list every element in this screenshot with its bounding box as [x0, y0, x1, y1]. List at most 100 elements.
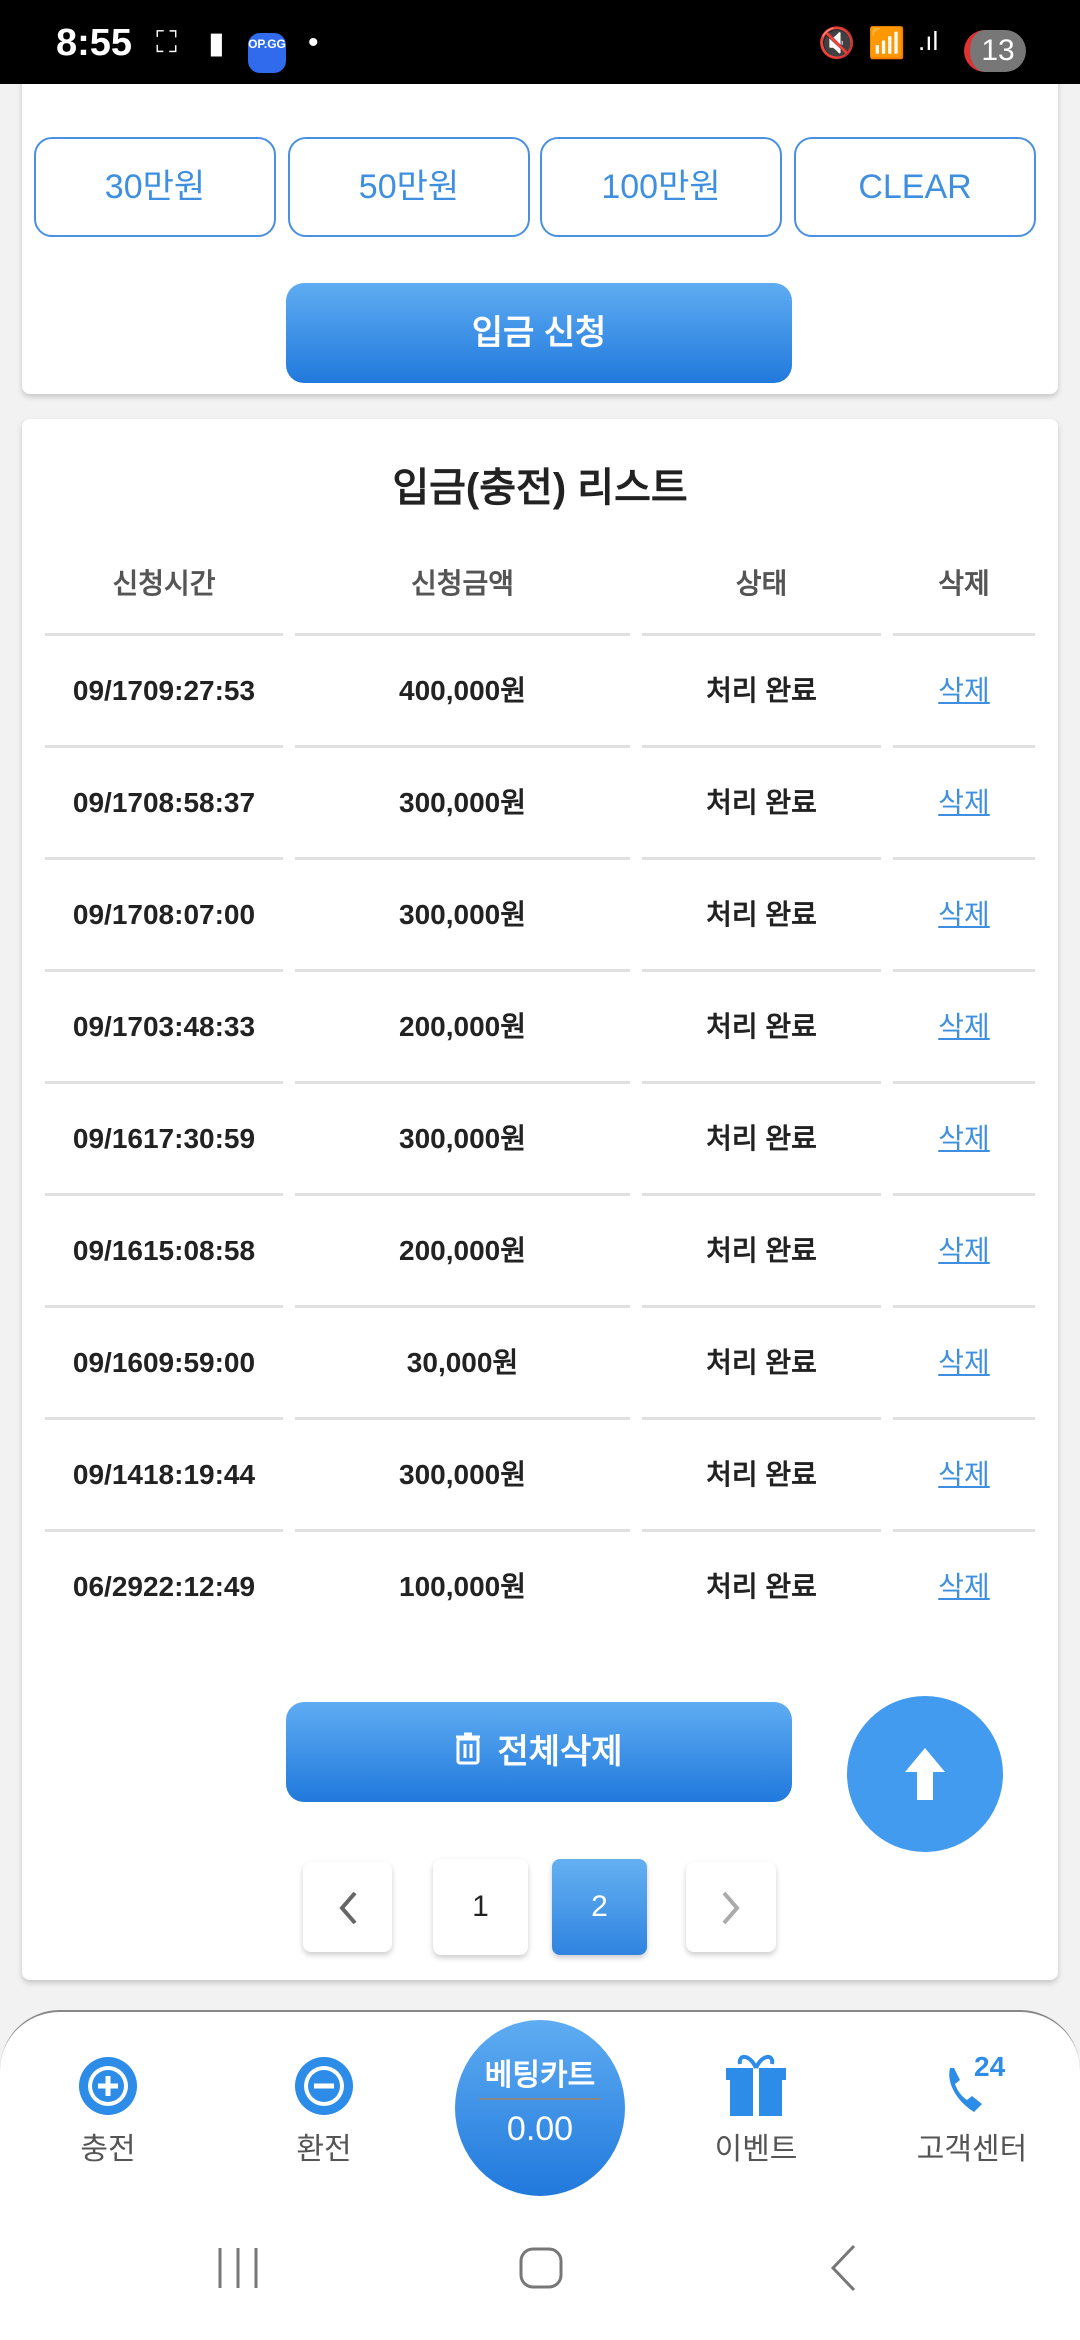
- row-delete-link[interactable]: 삭제: [938, 1347, 990, 1378]
- clock: 8:55: [56, 22, 133, 64]
- row-amount: 300,000원: [399, 899, 526, 930]
- delete-all-button[interactable]: 전체삭제: [286, 1702, 792, 1802]
- cell-amount: 400,000원: [295, 633, 630, 745]
- cell-delete: 삭제: [893, 969, 1035, 1081]
- betting-cart-value: 0.00: [506, 2110, 574, 2148]
- scroll-to-top-button[interactable]: [847, 1696, 1003, 1852]
- row-time: 03:48:33: [142, 1011, 256, 1042]
- cell-amount: 100,000원: [295, 1529, 630, 1641]
- cell-delete: 삭제: [893, 1305, 1035, 1417]
- cell-time: 09/17 03:48:33: [45, 969, 283, 1081]
- amount-button-100[interactable]: 100만원: [540, 137, 782, 237]
- status-bar: 8:55 ⛶ ▮ OP.GG • 🔇 📶 .ıl 13: [0, 0, 1080, 84]
- cell-status: 처리 완료: [642, 633, 881, 745]
- row-status: 처리 완료: [706, 1235, 817, 1266]
- row-status: 처리 완료: [706, 787, 817, 818]
- row-date: 09/17: [72, 899, 143, 930]
- cell-time: 06/29 22:12:49: [45, 1529, 283, 1641]
- row-date: 09/16: [72, 1123, 143, 1154]
- list-title: 입금(충전) 리스트: [392, 466, 688, 510]
- cell-time: 09/17 09:27:53: [45, 633, 283, 745]
- row-date: 09/17: [72, 675, 143, 706]
- betting-cart-button[interactable]: 베팅카트 0.00: [455, 2020, 625, 2196]
- row-time: 15:08:58: [142, 1235, 256, 1266]
- row-time: 17:30:59: [142, 1123, 256, 1154]
- betting-cart-label: 베팅카트: [484, 2059, 596, 2092]
- amount-button-30[interactable]: 30만원: [34, 137, 276, 237]
- cell-amount: 200,000원: [295, 969, 630, 1081]
- dot-icon: •: [308, 26, 319, 59]
- row-date: 06/29: [72, 1571, 143, 1602]
- row-delete-link[interactable]: 삭제: [938, 899, 990, 930]
- opgg-icon: OP.GG: [248, 33, 286, 73]
- cell-status: 처리 완료: [642, 857, 881, 969]
- prev-page-button[interactable]: [303, 1862, 392, 1952]
- row-time: 18:19:44: [142, 1459, 256, 1490]
- row-delete-link[interactable]: 삭제: [938, 1459, 990, 1490]
- row-time: 08:07:00: [142, 899, 256, 930]
- column-header-time: 신청시간: [112, 568, 216, 599]
- screenshot-icon: ⛶: [156, 26, 177, 59]
- chip-minus-icon: [295, 2057, 353, 2115]
- nav-charge-label: 충전: [80, 2133, 136, 2166]
- battery-alert-icon: ▮: [208, 27, 225, 60]
- row-amount: 100,000원: [399, 1571, 526, 1602]
- arrow-up-icon: [905, 1748, 945, 1800]
- cell-status: 처리 완료: [642, 1081, 881, 1193]
- row-time: 22:12:49: [142, 1571, 256, 1602]
- gift-icon: [726, 2055, 786, 2116]
- cell-status: 처리 완료: [642, 1529, 881, 1641]
- phone-24-icon: 24: [949, 2051, 1006, 2112]
- next-page-button[interactable]: [686, 1862, 776, 1952]
- amount-button-50[interactable]: 50만원: [288, 137, 530, 237]
- row-status: 처리 완료: [706, 899, 817, 930]
- trash-icon: [455, 1704, 481, 1804]
- recent-apps-icon[interactable]: [214, 2246, 262, 2290]
- row-delete-link[interactable]: 삭제: [938, 787, 990, 818]
- row-amount: 200,000원: [399, 1011, 526, 1042]
- row-date: 09/14: [72, 1459, 143, 1490]
- row-date: 09/16: [72, 1347, 143, 1378]
- cell-delete: 삭제: [893, 857, 1035, 969]
- cell-delete: 삭제: [893, 1081, 1035, 1193]
- deposit-form-card: 30만원 50만원 100만원 CLEAR 입금 신청: [22, 0, 1058, 394]
- svg-text:24: 24: [974, 2051, 1006, 2082]
- table-body: 09/17 09:27:53 400,000원 처리 완료 삭제 09/17 08:58:3…: [45, 633, 1035, 1641]
- column-header-amount: 신청금액: [410, 568, 515, 599]
- row-delete-link[interactable]: 삭제: [938, 1571, 990, 1602]
- clear-button[interactable]: CLEAR: [794, 137, 1036, 237]
- chip-plus-icon: [79, 2057, 137, 2115]
- row-status: 처리 완료: [706, 1011, 817, 1042]
- row-delete-link[interactable]: 삭제: [938, 1011, 990, 1042]
- page-1-button[interactable]: 1: [433, 1859, 528, 1955]
- row-status: 처리 완료: [706, 675, 817, 706]
- row-status: 처리 완료: [706, 1347, 817, 1378]
- row-amount: 300,000원: [399, 787, 526, 818]
- cell-amount: 200,000원: [295, 1193, 630, 1305]
- row-amount: 200,000원: [399, 1235, 526, 1266]
- row-delete-link[interactable]: 삭제: [938, 1235, 990, 1266]
- row-date: 09/17: [72, 1011, 143, 1042]
- home-icon[interactable]: [518, 2246, 564, 2290]
- cell-amount: 300,000원: [295, 1417, 630, 1529]
- row-time: 09:59:00: [142, 1347, 256, 1378]
- cell-delete: 삭제: [893, 1417, 1035, 1529]
- cell-status: 처리 완료: [642, 1193, 881, 1305]
- page-2-button[interactable]: 2: [552, 1859, 647, 1955]
- column-header-delete: 삭제: [938, 568, 990, 599]
- nav-event-label: 이벤트: [714, 2133, 798, 2166]
- cell-delete: 삭제: [893, 745, 1035, 857]
- delete-all-label: 전체삭제: [497, 1733, 623, 1771]
- back-icon[interactable]: [828, 2244, 858, 2292]
- battery-level: 13: [964, 30, 1026, 72]
- cell-status: 처리 완료: [642, 969, 881, 1081]
- row-delete-link[interactable]: 삭제: [938, 1123, 990, 1154]
- deposit-request-button[interactable]: 입금 신청: [286, 283, 792, 383]
- cell-time: 09/17 08:07:00: [45, 857, 283, 969]
- row-time: 09:27:53: [142, 675, 256, 706]
- table-header: 신청시간 신청금액 상태 삭제: [45, 539, 1035, 625]
- signal-icon: .ıl: [918, 26, 939, 56]
- cell-amount: 30,000원: [295, 1305, 630, 1417]
- row-delete-link[interactable]: 삭제: [938, 675, 990, 706]
- chevron-left-icon: [338, 1891, 357, 1925]
